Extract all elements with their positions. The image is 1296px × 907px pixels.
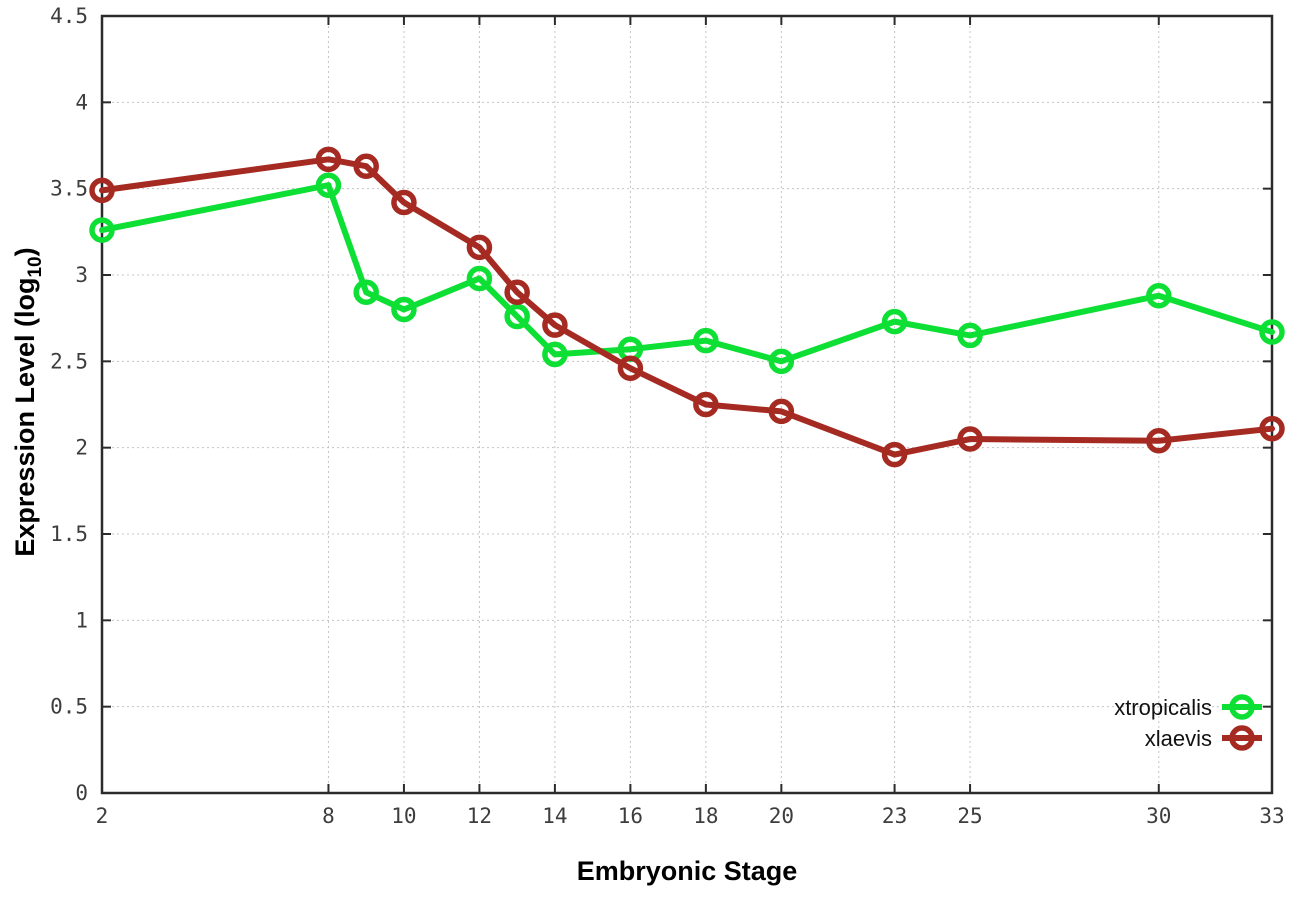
y-tick-label: 4 — [75, 90, 88, 114]
data-marker-xlaevis — [957, 426, 983, 452]
data-marker-xlaevis — [89, 177, 115, 204]
x-tick-label: 30 — [1146, 804, 1171, 828]
data-marker-xlaevis — [353, 153, 379, 179]
y-axis-title: Expression Level (log10) — [10, 247, 46, 556]
data-marker-xtropicalis — [957, 322, 983, 349]
x-tick-label: 10 — [391, 804, 416, 828]
y-tick-label: 3.5 — [50, 177, 88, 201]
series-line-xtropicalis — [99, 182, 1275, 365]
data-marker-xtropicalis — [89, 217, 115, 243]
data-marker-xtropicalis — [504, 303, 530, 330]
x-tick-label: 25 — [957, 804, 982, 828]
x-tick-label: 14 — [542, 804, 567, 828]
y-tick-label: 1 — [75, 608, 88, 632]
tick-label-layer: 2 8 10 12 14 16 18 20 23 25 30 33 0 0.5 1 1.5 2 2.5 3 3.5 4 4… — [50, 4, 1285, 828]
data-marker-xtropicalis — [1146, 282, 1172, 309]
data-marker-xtropicalis — [693, 327, 719, 354]
plot-border-layer — [100, 14, 1274, 795]
data-marker-xlaevis — [881, 441, 908, 468]
data-marker-xlaevis — [504, 279, 530, 306]
data-marker-xlaevis — [391, 189, 417, 216]
x-axis-title: Embryonic Stage — [577, 856, 798, 886]
plot-border — [100, 14, 1274, 795]
x-tick-label: 16 — [618, 804, 643, 828]
data-marker-xlaevis — [693, 391, 719, 418]
y-tick-label: 1.5 — [50, 522, 88, 546]
data-marker-xlaevis — [466, 234, 493, 261]
data-marker-xtropicalis — [1259, 319, 1285, 345]
data-marker-xtropicalis — [542, 341, 568, 368]
data-marker-xlaevis — [315, 146, 342, 173]
data-marker-xtropicalis — [881, 308, 908, 335]
x-tick-label: 8 — [322, 804, 335, 828]
series-layer — [89, 146, 1285, 468]
legend-sample-marker — [1229, 725, 1255, 751]
data-marker-xtropicalis — [391, 296, 417, 323]
legend-item-xtropicalis: xtropicalis — [1114, 694, 1262, 720]
y-tick-label: 2.5 — [50, 349, 88, 373]
data-marker-xlaevis — [1146, 428, 1172, 454]
x-tick-label: 18 — [693, 804, 718, 828]
legend: xtropicalis xlaevis — [1114, 694, 1262, 751]
data-marker-xlaevis — [768, 398, 795, 425]
legend-item-xlaevis: xlaevis — [1145, 725, 1262, 751]
data-marker-xtropicalis — [353, 279, 379, 306]
x-tick-label: 2 — [96, 804, 109, 828]
data-marker-xlaevis — [617, 355, 644, 381]
y-tick-label: 0 — [75, 781, 88, 805]
x-tick-label: 12 — [467, 804, 492, 828]
y-tick-label: 4.5 — [50, 4, 88, 28]
data-marker-xtropicalis — [315, 172, 342, 198]
data-marker-xtropicalis — [768, 348, 795, 375]
x-tick-label: 33 — [1259, 804, 1284, 828]
legend-label-xlaevis: xlaevis — [1145, 726, 1212, 751]
y-tick-label: 0.5 — [50, 695, 88, 719]
data-marker-xlaevis — [1259, 415, 1285, 442]
x-tick-label: 23 — [882, 804, 907, 828]
legend-sample-marker — [1229, 694, 1255, 720]
grid-layer — [102, 16, 1272, 793]
y-tick-label: 3 — [75, 263, 88, 287]
data-marker-xtropicalis — [466, 265, 493, 292]
x-tick-label: 20 — [769, 804, 794, 828]
y-tick-label: 2 — [75, 436, 88, 460]
legend-label-xtropicalis: xtropicalis — [1114, 695, 1212, 720]
data-marker-xlaevis — [542, 312, 568, 338]
